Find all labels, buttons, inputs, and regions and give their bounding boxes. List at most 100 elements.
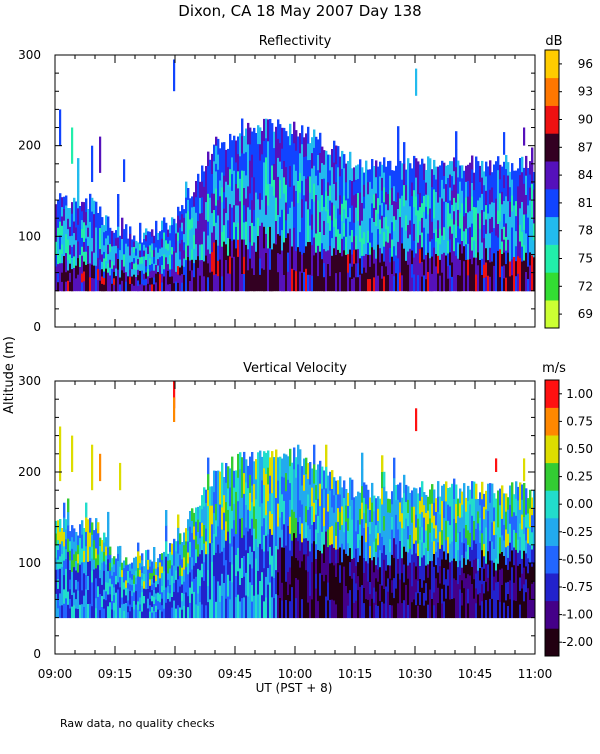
heatmap-cell [233, 273, 236, 292]
heatmap-cell [443, 484, 446, 502]
heatmap-cell [507, 213, 510, 227]
heatmap-cell [493, 227, 496, 241]
heatmap-cell [485, 233, 488, 249]
heatmap-cell [163, 598, 166, 609]
heatmap-cell [341, 543, 344, 563]
heatmap-cell [165, 231, 168, 241]
heatmap-cell [105, 215, 108, 224]
heatmap-cell [321, 178, 324, 196]
heatmap-streak [119, 462, 122, 491]
heatmap-cell [507, 187, 510, 202]
heatmap-cell [201, 549, 204, 564]
heatmap-cell [251, 534, 254, 552]
heatmap-cell [127, 582, 130, 589]
heatmap-cell [57, 569, 60, 580]
heatmap-cell [355, 565, 358, 584]
heatmap-cell [279, 456, 282, 478]
heatmap-cell [279, 253, 282, 273]
heatmap-cell [251, 567, 254, 585]
heatmap-cell [415, 591, 418, 606]
heatmap-cell [239, 245, 242, 269]
heatmap-cell [151, 243, 154, 251]
heatmap-cell [407, 158, 410, 172]
heatmap-cell [353, 208, 356, 223]
heatmap-cell [301, 272, 304, 292]
heatmap-cell [221, 261, 224, 277]
heatmap-cell [123, 253, 126, 261]
heatmap-cell [361, 568, 364, 586]
heatmap-cell [351, 597, 354, 619]
heatmap-cell [517, 220, 520, 239]
heatmap-cell [237, 547, 240, 572]
heatmap-cell [115, 275, 118, 284]
heatmap-cell [225, 559, 228, 580]
heatmap-cell [133, 257, 136, 264]
heatmap-cell [513, 564, 516, 583]
heatmap-cell [121, 269, 124, 281]
heatmap-cell [383, 588, 386, 604]
heatmap-cell [345, 601, 348, 619]
heatmap-cell [111, 253, 114, 262]
heatmap-cell [243, 555, 246, 577]
heatmap-cell [521, 231, 524, 247]
heatmap-cell [425, 170, 428, 183]
heatmap-cell [125, 595, 128, 603]
heatmap-cell [399, 272, 402, 292]
heatmap-cell [507, 265, 510, 279]
heatmap-cell [309, 257, 312, 275]
heatmap-cell [333, 529, 336, 548]
heatmap-cell [231, 510, 234, 529]
heatmap-cell [65, 252, 68, 263]
heatmap-cell [303, 522, 306, 539]
heatmap-cell [237, 136, 240, 155]
heatmap-cell [433, 592, 436, 606]
heatmap-cell [349, 491, 352, 507]
heatmap-cell [215, 519, 218, 537]
heatmap-cell [139, 576, 142, 584]
heatmap-cell [465, 243, 468, 260]
heatmap-cell [417, 493, 420, 507]
heatmap-cell [233, 135, 236, 154]
heatmap-cell [327, 263, 330, 278]
heatmap-cell [65, 529, 68, 540]
heatmap-cell [309, 595, 312, 619]
heatmap-cell [183, 544, 186, 558]
heatmap-cell [351, 499, 354, 520]
heatmap-cell [491, 541, 494, 561]
heatmap-cell [347, 542, 350, 556]
heatmap-cell [421, 496, 424, 513]
heatmap-cell [435, 278, 438, 292]
heatmap-cell [221, 172, 224, 188]
heatmap-cell [125, 557, 128, 566]
heatmap-cell [435, 191, 438, 205]
heatmap-cell [313, 579, 316, 599]
heatmap-cell [533, 205, 536, 224]
heatmap-cell [99, 553, 102, 563]
heatmap-cell [253, 595, 256, 619]
heatmap-cell [339, 547, 342, 566]
heatmap-cell [281, 188, 284, 210]
heatmap-cell [315, 194, 318, 215]
heatmap-cell [151, 229, 154, 237]
heatmap-cell [495, 198, 498, 218]
heatmap-cell [433, 540, 436, 554]
heatmap-cell [173, 242, 176, 252]
heatmap-cell [517, 526, 520, 540]
heatmap-cell [319, 251, 322, 272]
heatmap-cell [267, 162, 270, 185]
heatmap-cell [85, 574, 88, 590]
heatmap-cell [211, 232, 214, 253]
heatmap-cell [175, 588, 178, 599]
heatmap-cell [283, 594, 286, 619]
heatmap-cell [127, 564, 130, 571]
heatmap-cell [269, 161, 272, 184]
heatmap-cell [429, 603, 432, 619]
heatmap-cell [427, 523, 430, 538]
heatmap-cell [89, 276, 92, 292]
heatmap-cell [95, 547, 98, 559]
heatmap-cell [351, 241, 354, 255]
heatmap-cell [307, 143, 310, 161]
heatmap-cell [471, 182, 474, 197]
heatmap-cell [299, 533, 302, 551]
heatmap-cell [327, 528, 330, 548]
